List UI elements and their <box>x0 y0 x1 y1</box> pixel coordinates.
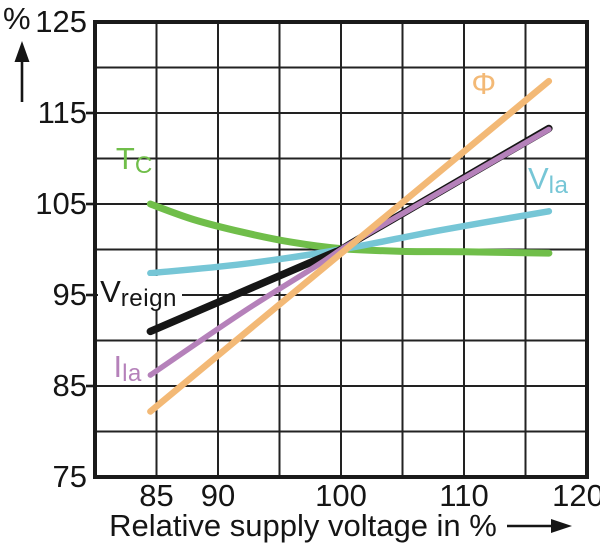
curve-label-vla: Vla <box>527 161 569 200</box>
curve-label-main-vreign: V <box>100 273 121 309</box>
x-tick-label-90: 90 <box>200 478 236 513</box>
curve-ila <box>147 126 552 378</box>
curve-phi <box>147 77 553 415</box>
curve-label-main-ila: I <box>113 348 123 384</box>
y-tick-label-115: 115 <box>37 95 87 130</box>
curve-label-phi: Φ <box>471 68 496 101</box>
x-axis-arrow-icon <box>506 519 572 533</box>
x-axis-title: Relative supply voltage in % <box>95 508 587 544</box>
curve-label-tc: TC <box>115 141 153 180</box>
y-tick-label-125: 125 <box>35 4 87 39</box>
y-axis-unit-label: % <box>3 1 31 36</box>
curve-label-sub-ila: la <box>122 359 142 387</box>
curve-label-main-phi: Φ <box>471 66 497 102</box>
curve-tc <box>146 200 553 257</box>
y-axis-arrow-icon <box>14 41 30 102</box>
curve-label-sub-tc: C <box>134 152 153 180</box>
curve-label-sub-vla: la <box>548 172 569 200</box>
y-tick-label-95: 95 <box>52 277 87 312</box>
curve-label-ila: Ila <box>113 348 142 387</box>
x-tick-label-110: 110 <box>439 478 489 513</box>
x-axis-title-text: Relative supply voltage in % <box>109 508 497 543</box>
y-tick-label-85: 85 <box>52 368 87 403</box>
curve-label-main-vla: V <box>527 161 549 197</box>
curve-label-vreign: Vreign <box>98 273 182 313</box>
y-tick-label-105: 105 <box>35 186 87 221</box>
x-tick-label-100: 100 <box>315 478 367 513</box>
curve-label-main-tc: T <box>115 141 135 177</box>
x-tick-label-85: 85 <box>139 478 174 513</box>
y-tick-label-75: 75 <box>52 459 87 494</box>
curve-label-sub-vreign: reign <box>120 285 177 313</box>
x-tick-label-120: 120 <box>552 478 600 513</box>
